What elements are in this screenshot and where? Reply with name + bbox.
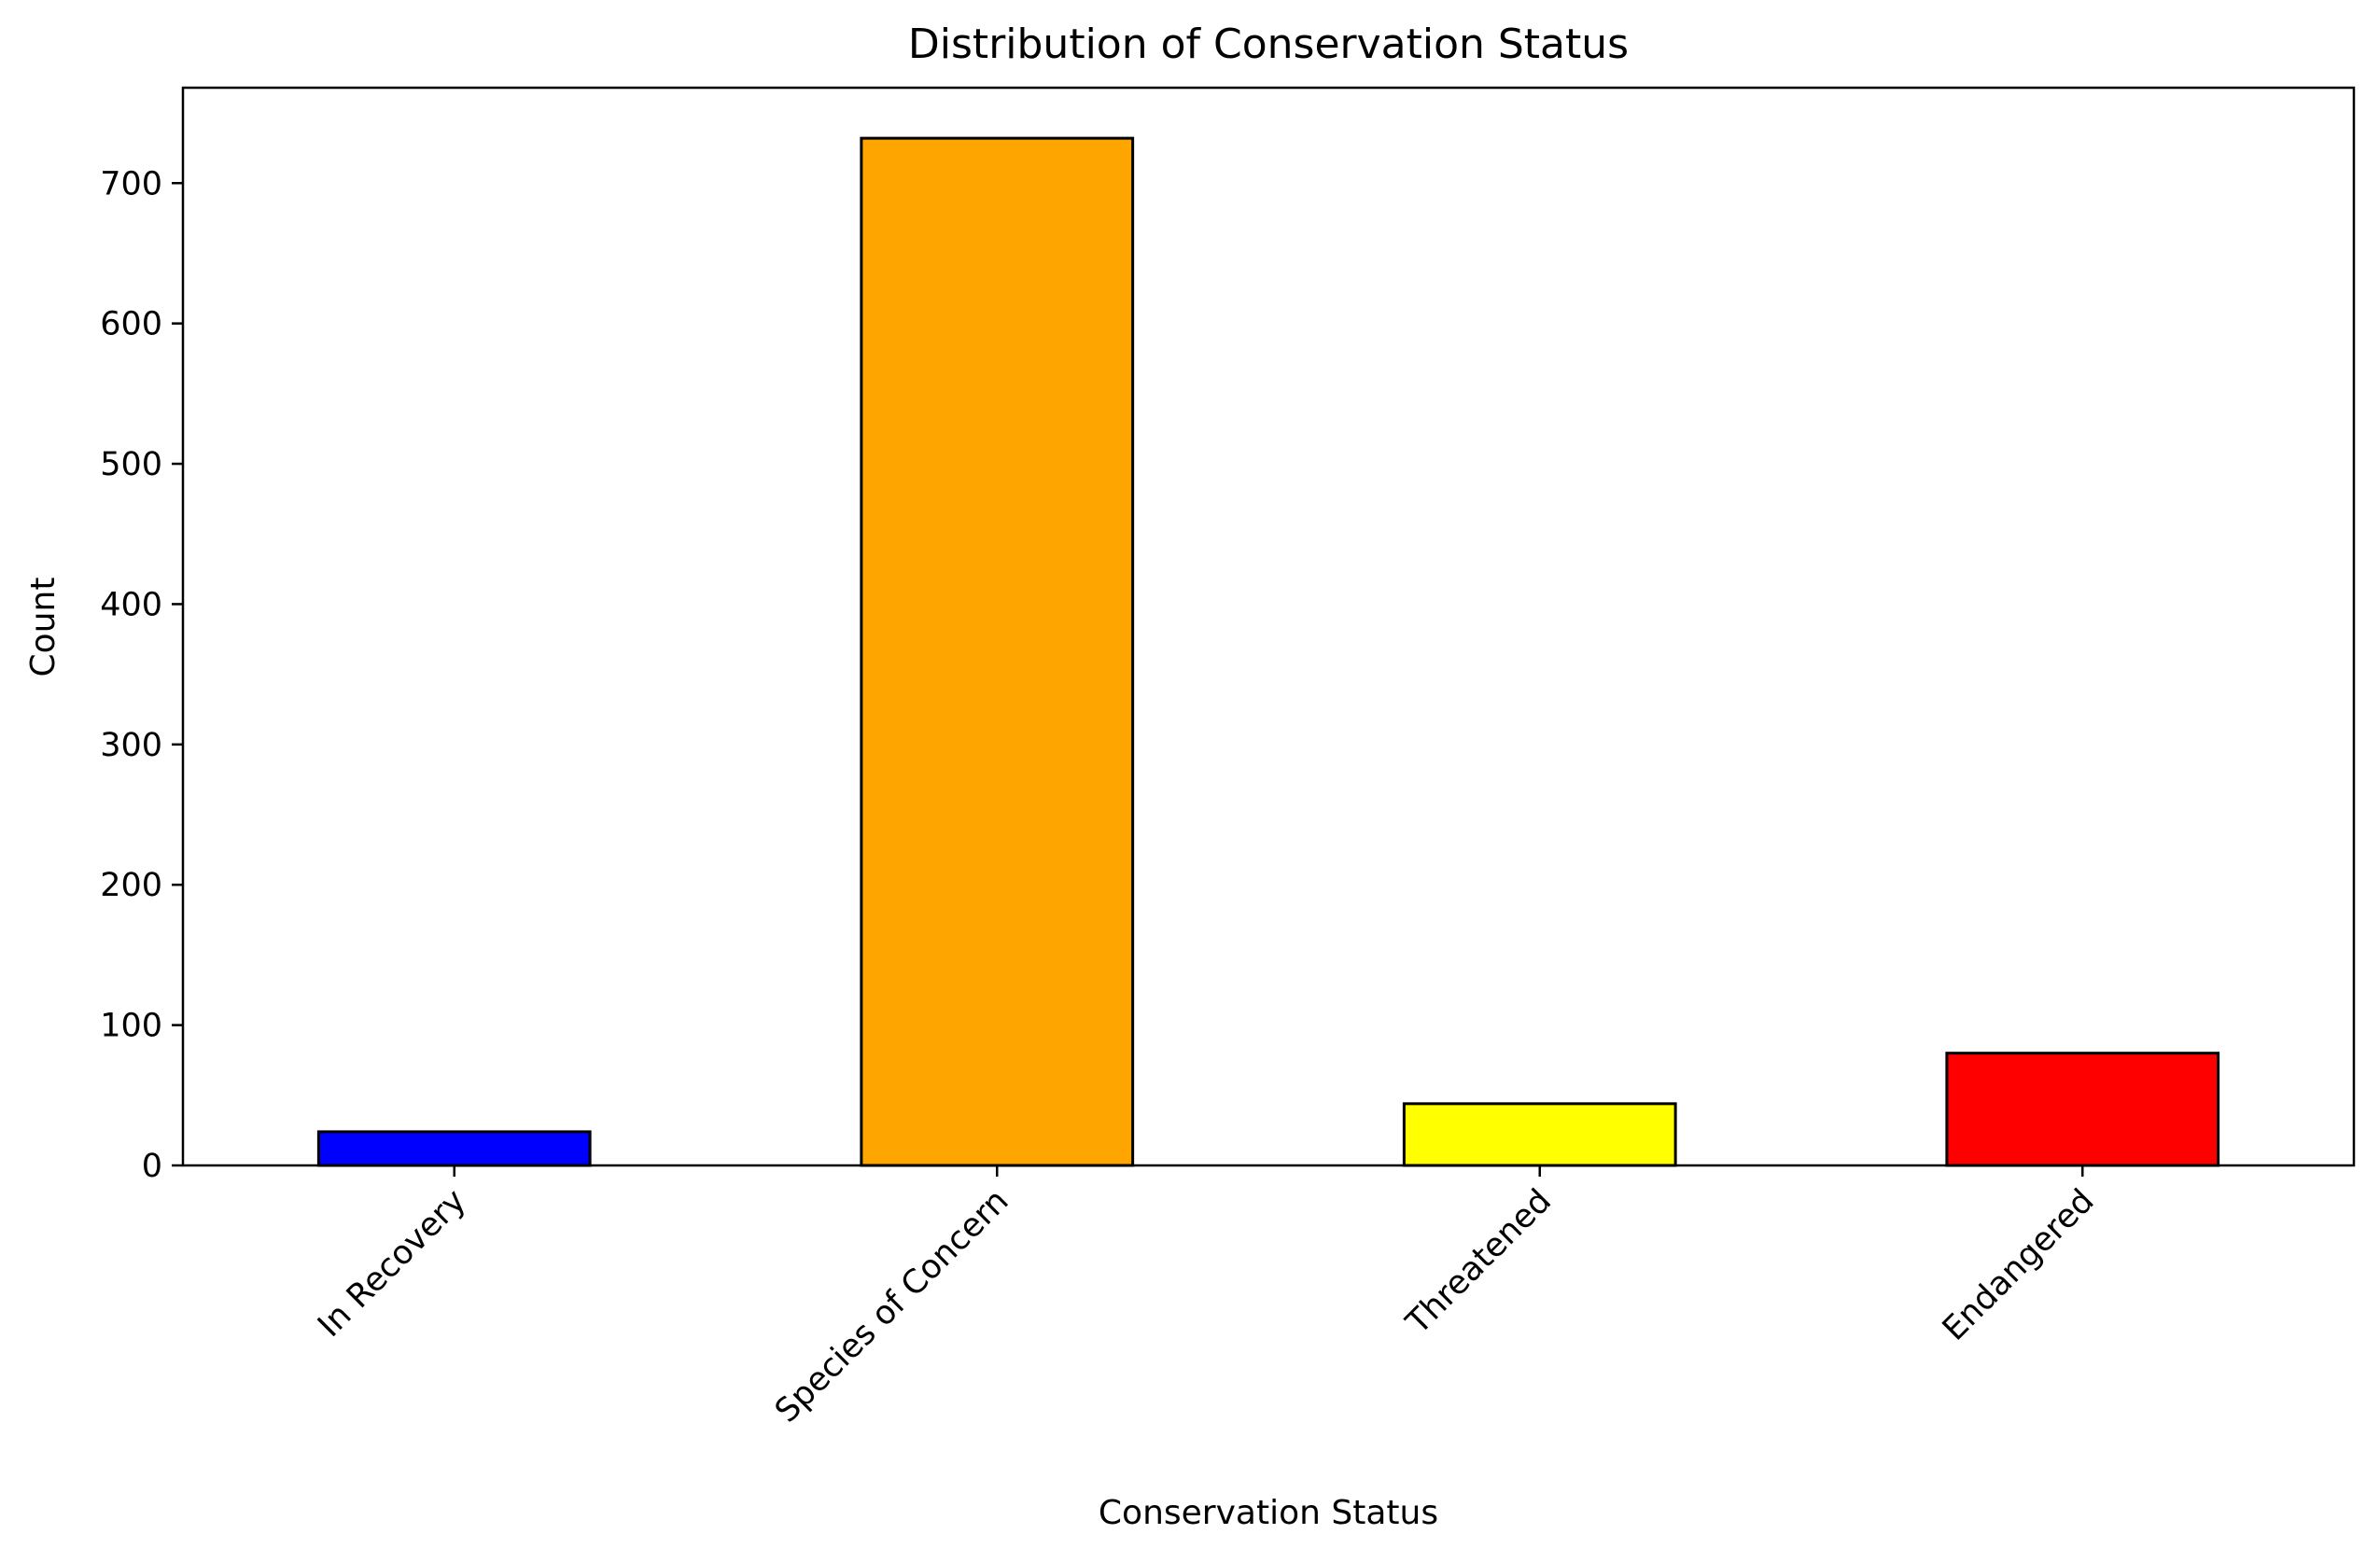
- y-axis-label: Count: [24, 578, 63, 677]
- y-tick-label: 400: [100, 586, 162, 623]
- bar-in-recovery: [316, 1130, 592, 1167]
- bar-species-of-concern: [860, 136, 1135, 1167]
- chart-title: Distribution of Conservation Status: [908, 21, 1629, 68]
- plot-frame: [181, 86, 2356, 1167]
- y-tick-label: 700: [100, 165, 162, 202]
- bar-threatened: [1402, 1102, 1677, 1167]
- y-axis: 0 100 200 300 400 500 600 700: [100, 165, 183, 1185]
- y-tick-label: 600: [100, 306, 162, 343]
- y-tick-label: 200: [100, 867, 162, 904]
- y-tick-label: 100: [100, 1008, 162, 1045]
- x-axis-label: Conservation Status: [1099, 1494, 1438, 1532]
- bar-endangered: [1945, 1052, 2220, 1167]
- bars-group: [316, 136, 2220, 1167]
- y-tick-label: 0: [142, 1148, 162, 1185]
- y-tick-label: 300: [100, 727, 162, 764]
- y-tick-label: 500: [100, 446, 162, 483]
